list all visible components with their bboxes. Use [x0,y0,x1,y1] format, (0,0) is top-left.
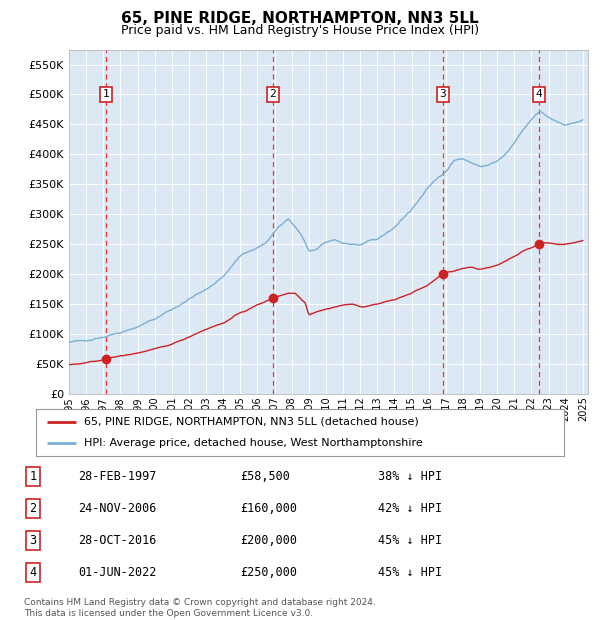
Text: 28-FEB-1997: 28-FEB-1997 [78,470,157,482]
Text: Price paid vs. HM Land Registry's House Price Index (HPI): Price paid vs. HM Land Registry's House … [121,24,479,37]
Text: 42% ↓ HPI: 42% ↓ HPI [378,502,442,515]
Text: £250,000: £250,000 [240,567,297,579]
Text: 2: 2 [269,89,276,99]
Text: 24-NOV-2006: 24-NOV-2006 [78,502,157,515]
Text: 3: 3 [440,89,446,99]
Text: 38% ↓ HPI: 38% ↓ HPI [378,470,442,482]
Text: 28-OCT-2016: 28-OCT-2016 [78,534,157,547]
Text: 1: 1 [103,89,109,99]
Text: 45% ↓ HPI: 45% ↓ HPI [378,567,442,579]
Text: 2: 2 [29,502,37,515]
Text: 1: 1 [29,470,37,482]
Text: 4: 4 [29,567,37,579]
Text: 65, PINE RIDGE, NORTHAMPTON, NN3 5LL (detached house): 65, PINE RIDGE, NORTHAMPTON, NN3 5LL (de… [83,417,418,427]
Text: £200,000: £200,000 [240,534,297,547]
Text: 3: 3 [29,534,37,547]
Text: 65, PINE RIDGE, NORTHAMPTON, NN3 5LL: 65, PINE RIDGE, NORTHAMPTON, NN3 5LL [121,11,479,26]
Text: 45% ↓ HPI: 45% ↓ HPI [378,534,442,547]
Text: £160,000: £160,000 [240,502,297,515]
Text: 01-JUN-2022: 01-JUN-2022 [78,567,157,579]
Text: 4: 4 [535,89,542,99]
Text: HPI: Average price, detached house, West Northamptonshire: HPI: Average price, detached house, West… [83,438,422,448]
Text: £58,500: £58,500 [240,470,290,482]
Text: Contains HM Land Registry data © Crown copyright and database right 2024.
This d: Contains HM Land Registry data © Crown c… [24,598,376,618]
